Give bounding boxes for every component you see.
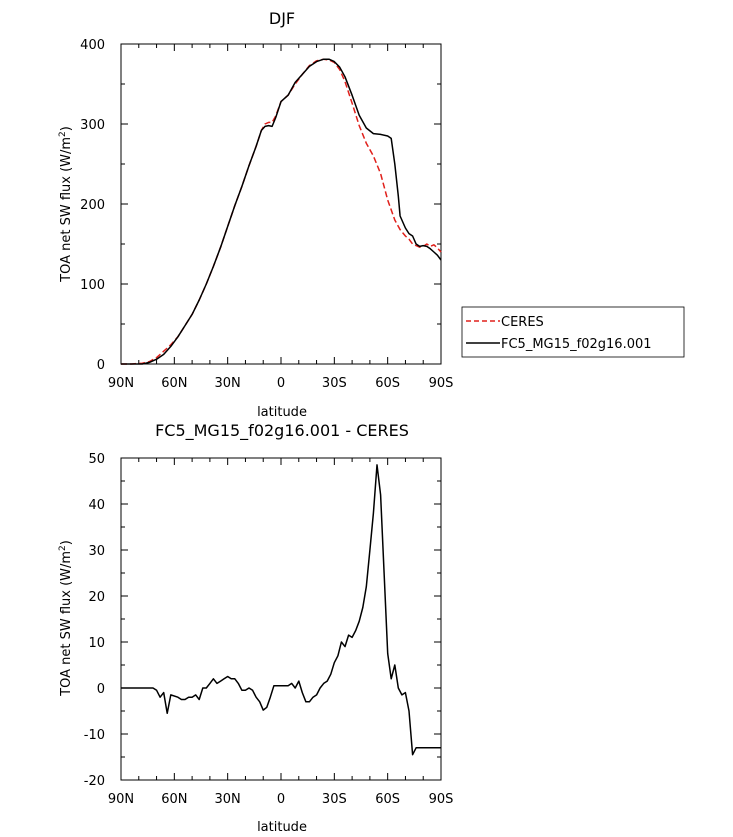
top-panel: DJF latitude TOA net SW flux (W/m2) 90N 6… [58,9,453,420]
bottom-xtick-label: 30S [322,792,347,807]
legend: CERES FC5_MG15_f02g16.001 [461,306,685,358]
top-xtick-label: 0 [277,376,285,391]
legend-box [461,306,685,358]
bottom-chart-ylabel: TOA net SW flux (W/m2) [58,540,74,697]
top-xtick-label: 60S [375,376,400,391]
top-chart-xlabel: latitude [257,405,307,420]
bottom-chart-title: FC5_MG15_f02g16.001 - CERES [155,421,409,441]
bottom-ytick-label: -20 [84,774,105,789]
bottom-xtick-label: 60N [161,792,187,807]
legend-model-label: FC5_MG15_f02g16.001 [501,337,652,352]
bottom-ytick-label: -10 [84,728,105,743]
top-xtick-label: 60N [161,376,187,391]
top-chart-title: DJF [269,9,295,28]
bottom-xtick-label: 60S [375,792,400,807]
bottom-ytick-label: 10 [88,636,105,651]
bottom-ytick-label: 50 [88,452,105,467]
top-series-line-fc5-mg15-f02g16-001 [121,58,442,365]
bottom-plot-frame [120,457,442,781]
top-ytick-label: 300 [80,118,105,133]
bottom-ytick-label: 20 [88,590,105,605]
bottom-panel: FC5_MG15_f02g16.001 - CERES latitude TOA… [58,421,453,835]
top-ytick-label: 200 [80,198,105,213]
bottom-ytick-label: 0 [97,682,105,697]
top-ytick-label: 400 [80,38,105,53]
top-chart-ylabel: TOA net SW flux (W/m2) [58,126,74,283]
bottom-xtick-label: 90N [108,792,134,807]
top-ytick-label: 100 [80,278,105,293]
top-ytick-label: 0 [97,358,105,373]
top-xtick-label: 30N [215,376,241,391]
top-xtick-label: 90N [108,376,134,391]
bottom-ytick-label: 40 [88,498,105,513]
bottom-xtick-label: 30N [215,792,241,807]
top-series-line-ceres [121,58,442,365]
bottom-series-line-difference [121,464,441,756]
bottom-chart-xlabel: latitude [257,820,307,835]
bottom-xtick-label: 90S [429,792,454,807]
legend-ceres-label: CERES [501,315,544,330]
top-xtick-label: 30S [322,376,347,391]
top-xtick-label: 90S [429,376,454,391]
bottom-ytick-label: 30 [88,544,105,559]
top-plot-frame [120,43,442,365]
bottom-xtick-label: 0 [277,792,285,807]
